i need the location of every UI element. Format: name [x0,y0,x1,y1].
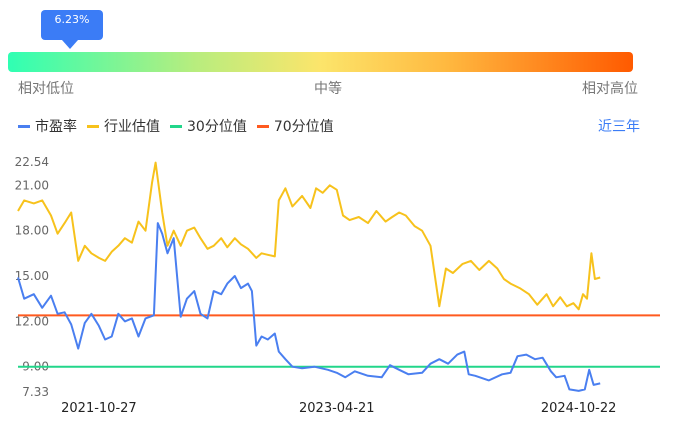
percentile-tooltip: 6.23% [41,10,103,40]
percentile-value: 6.23% [54,13,90,26]
y-tick-label: 12.00 [15,314,49,328]
legend-swatch-industry [87,124,99,128]
y-tick-label: 15.00 [15,269,49,283]
legend-swatch-pe [18,124,30,128]
scale-label-mid: 中等 [314,81,342,97]
y-tick-label: 7.33 [22,385,49,399]
legend-swatch-p70 [256,124,269,128]
y-tick-label: 18.00 [15,224,49,238]
legend-item-p30[interactable]: 30分位值 [170,116,247,136]
legend-item-p70[interactable]: 70分位值 [256,116,334,136]
legend-item-pe[interactable]: 市盈率 [18,116,77,136]
legend-label-p70: 70分位值 [273,119,334,135]
x-tick-label: 2023-04-21 [299,401,375,416]
series-line [17,161,601,311]
legend-label-pe: 市盈率 [35,119,77,135]
series-lines [17,161,601,392]
y-tick-label: 22.54 [15,155,49,169]
legend-swatch-p30 [170,124,182,128]
valuation-gradient-bar [8,52,633,72]
x-tick-label: 2024-10-22 [541,401,617,416]
x-axis-ticks: 2021-10-27 2023-04-21 2024-10-22 [61,401,616,416]
scale-label-high: 相对高位 [582,81,638,97]
series-line [17,222,601,392]
legend-item-industry[interactable]: 行业估值 [87,116,160,136]
legend-label-industry: 行业估值 [104,119,160,135]
percentile-tooltip-tail [62,40,78,49]
legend-label-p30: 30分位值 [187,119,247,135]
x-tick-label: 2021-10-27 [61,401,137,416]
period-selector[interactable]: 近三年 [598,119,640,135]
scale-label-low: 相对低位 [18,81,74,97]
chart-legend: 市盈率 行业估值 30分位值 70分位值 [18,116,344,136]
y-tick-label: 21.00 [15,178,49,192]
reference-lines [18,314,660,368]
